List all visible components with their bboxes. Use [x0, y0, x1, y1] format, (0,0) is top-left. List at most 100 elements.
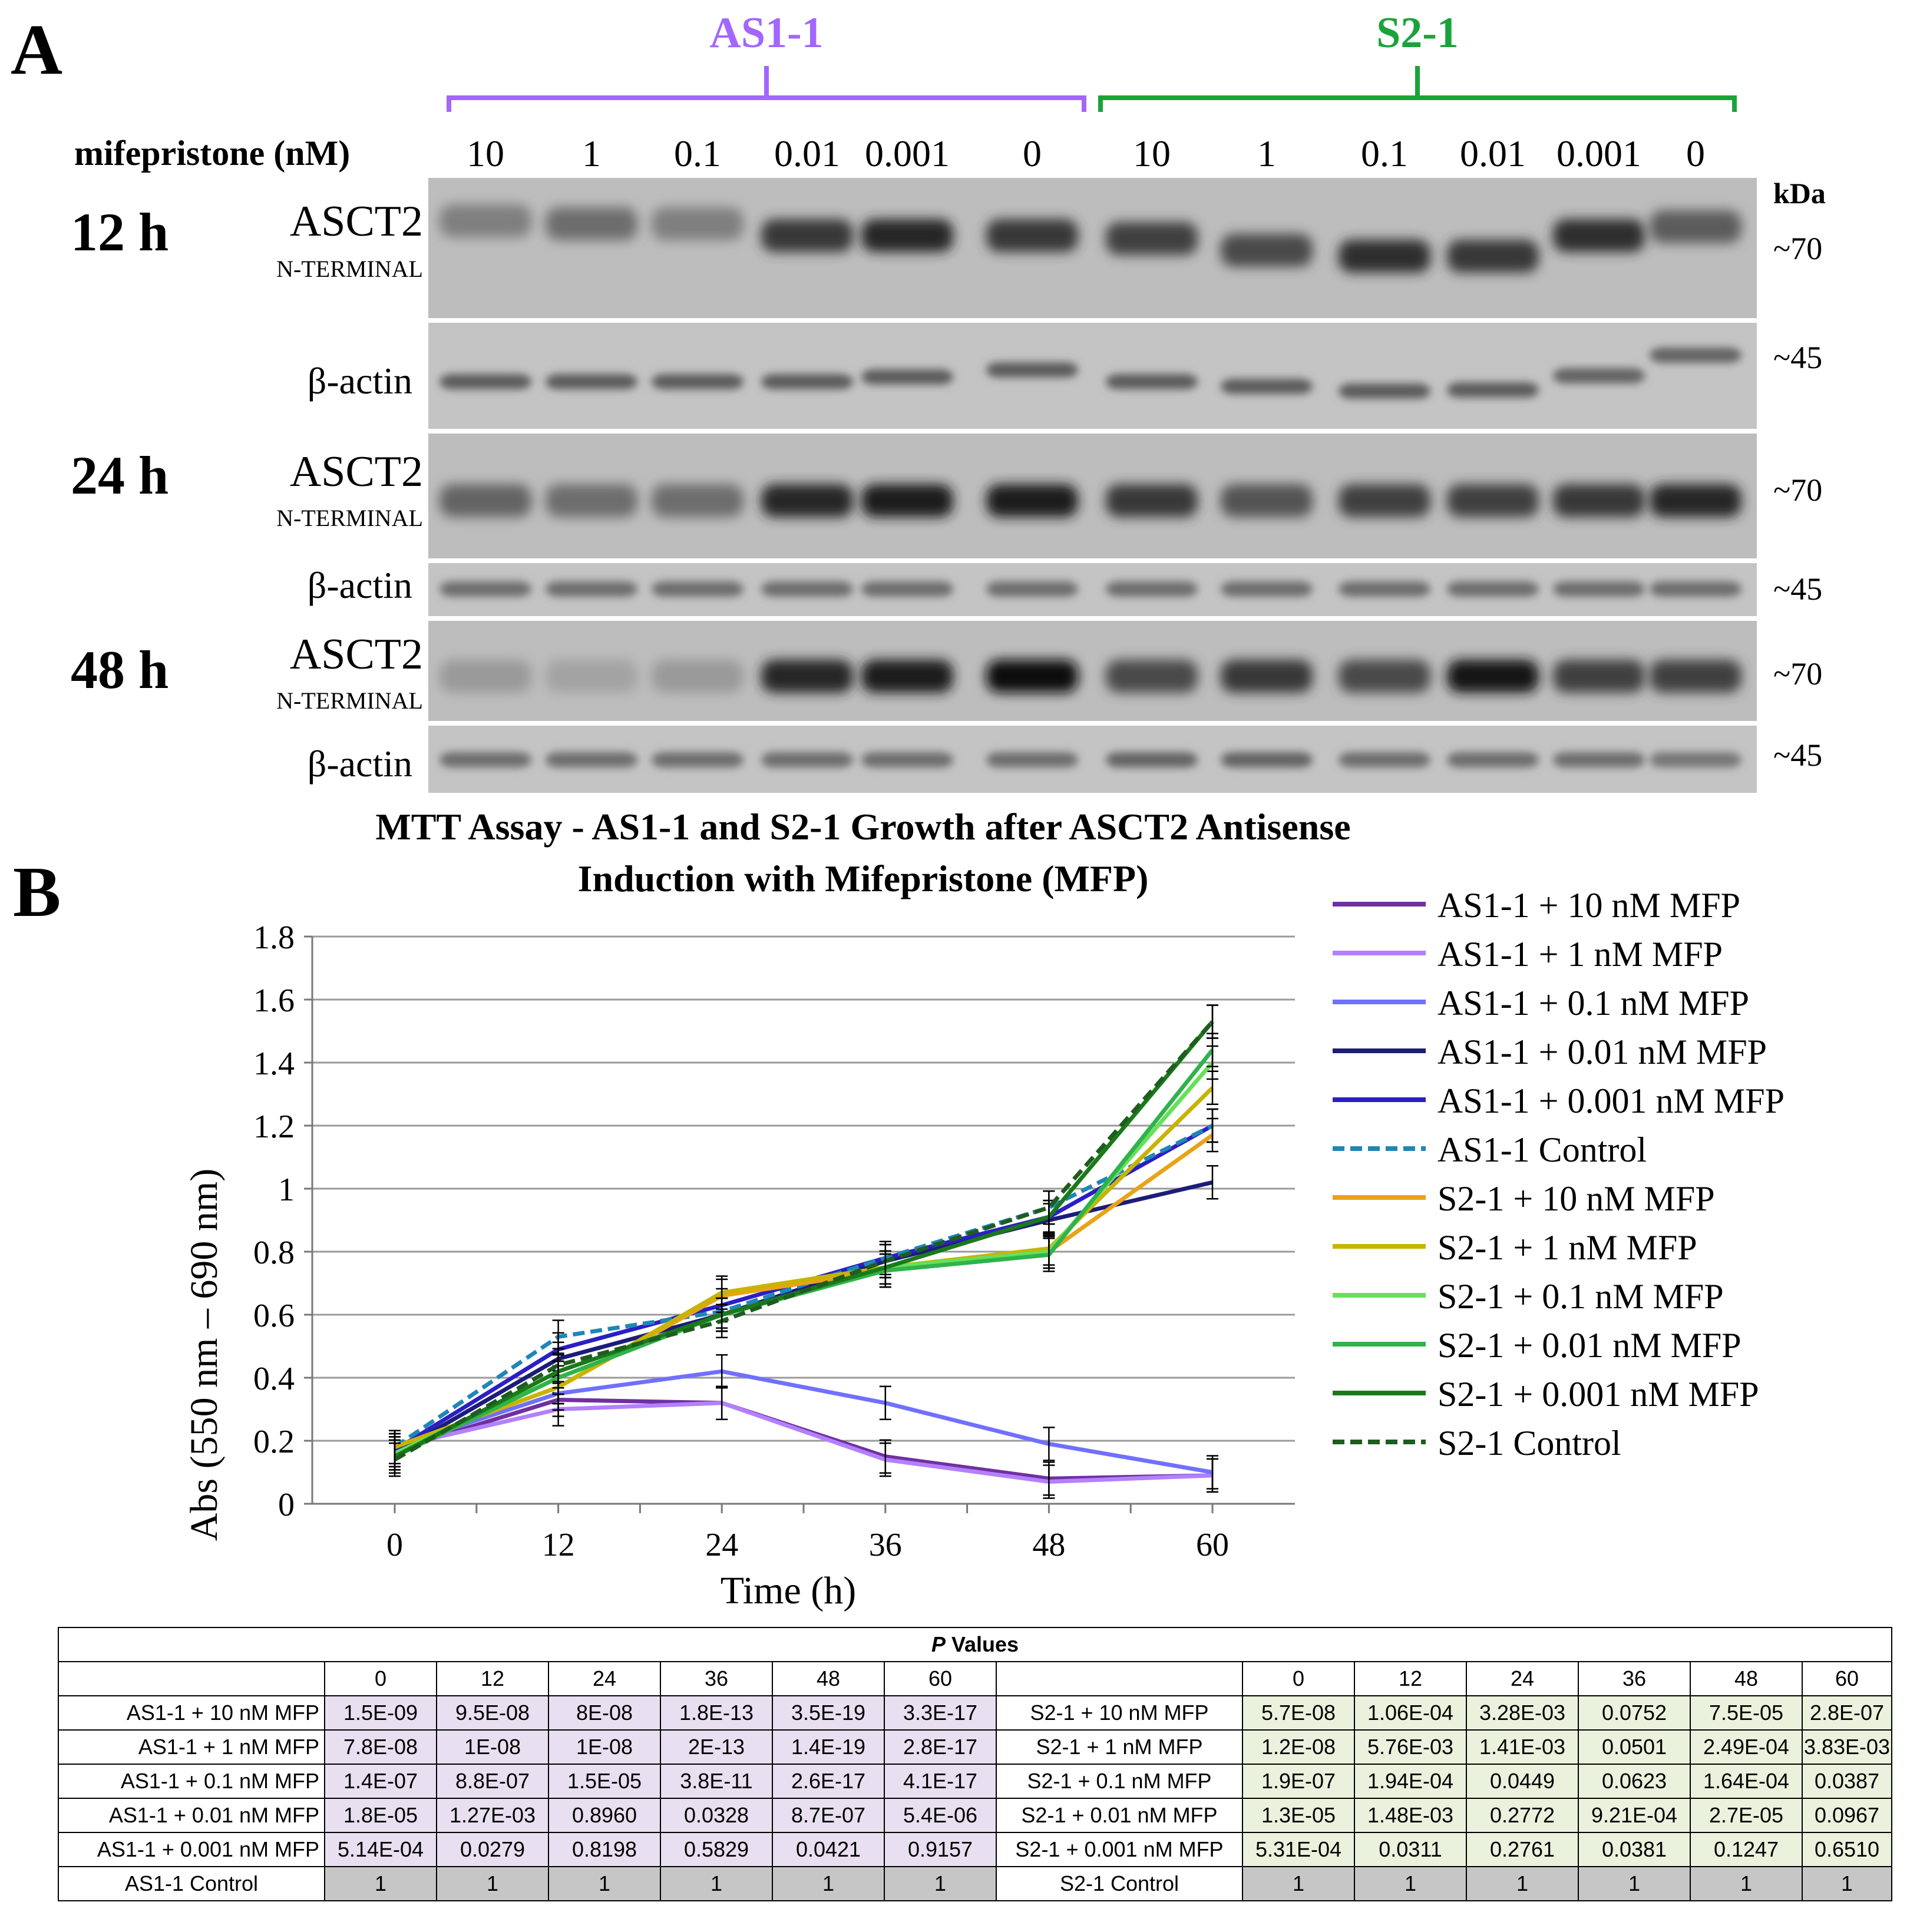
blot-band: [1106, 484, 1198, 517]
error-bar: [1043, 1427, 1055, 1461]
blot-band: [1447, 660, 1539, 693]
actin-label-48h: β-actin: [308, 743, 412, 785]
blot-band: [1339, 240, 1430, 273]
blot-band: [861, 219, 953, 252]
blot-band: [761, 484, 853, 517]
blot-band: [761, 219, 853, 252]
p-value-cell: 1: [772, 1866, 885, 1901]
chart-title-line1: MTT Assay - AS1-1 and S2-1 Growth after …: [375, 807, 1350, 848]
legend-label: S2-1 + 0.01 nM MFP: [1437, 1326, 1741, 1365]
p-value-cell: 0.2761: [1466, 1832, 1579, 1867]
concentration-label: 0: [1023, 133, 1042, 174]
mw-marker-70-24h: ~70: [1773, 472, 1822, 508]
blot-band: [1553, 368, 1645, 383]
p-value-cell: 1E-08: [548, 1729, 661, 1765]
blot-band: [861, 581, 953, 597]
p-value-cell: 7.8E-08: [324, 1729, 437, 1765]
row-label-as1-1: AS1-1 + 1 nM MFP: [58, 1729, 325, 1765]
blot-band: [1650, 660, 1741, 693]
concentration-label: 0.1: [1361, 133, 1408, 174]
legend-label: AS1-1 + 0.001 nM MFP: [1437, 1081, 1784, 1120]
p-value-cell: 2E-13: [660, 1729, 773, 1765]
p-value-cell: 1: [1466, 1866, 1579, 1901]
header-empty-cell: [996, 1661, 1243, 1696]
x-tick-label: 24: [705, 1527, 738, 1563]
asct2-label-24h: ASCT2: [290, 448, 423, 496]
x-tick-label: 48: [1032, 1527, 1065, 1563]
blot-band: [986, 484, 1078, 517]
blot-band: [546, 207, 637, 240]
group-bracket-s2-1: S2-1: [1098, 9, 1737, 112]
chart-title-line2: Induction with Mifepristone (MFP): [578, 858, 1149, 899]
header-time-cell: 24: [548, 1661, 661, 1696]
error-bar: [1207, 1004, 1218, 1039]
timepoint-24h: 24 h: [71, 445, 168, 505]
legend-item: AS1-1 + 0.01 nM MFP: [1333, 1033, 1767, 1071]
blot-band: [1106, 581, 1198, 597]
p-value-cell: 1: [1690, 1866, 1803, 1901]
y-tick-label: 0.8: [253, 1235, 295, 1271]
concentration-label: 1: [1257, 133, 1276, 174]
blot-band: [761, 581, 853, 597]
header-time-cell: 12: [1354, 1661, 1467, 1696]
actin-label-12h: β-actin: [308, 360, 412, 402]
p-value-cell: 3.8E-11: [660, 1764, 773, 1799]
p-value-cell: 9.5E-08: [436, 1695, 549, 1731]
p-value-cell: 1.5E-05: [548, 1764, 661, 1799]
y-tick-label: 1.8: [253, 919, 295, 956]
legend-item: S2-1 + 1 nM MFP: [1333, 1228, 1697, 1267]
p-value-cell: 0.9157: [884, 1832, 997, 1867]
header-time-cell: 0: [324, 1661, 437, 1696]
table-row: AS1-1 + 1 nM MFP 7.8E-08 1E-08 1E-08 2E-13 1.…: [58, 1729, 1893, 1765]
blot-band: [652, 752, 743, 767]
error-bar: [389, 1442, 401, 1477]
asct2-sublabel-24h: N-TERMINAL: [276, 505, 423, 531]
mw-marker-45-12h: ~45: [1773, 340, 1822, 375]
blot-band: [1447, 581, 1539, 597]
blot-band: [861, 484, 953, 517]
p-value-cell: 1: [1242, 1866, 1355, 1901]
blot-band: [1650, 581, 1741, 597]
blot-band: [546, 374, 637, 389]
blot-band: [761, 374, 853, 389]
legend-item: S2-1 + 10 nM MFP: [1333, 1179, 1715, 1218]
p-value-cell: 1.2E-08: [1242, 1729, 1355, 1765]
row-label-s2-1: S2-1 + 10 nM MFP: [996, 1695, 1243, 1731]
blot-band: [1106, 374, 1198, 389]
p-value-cell: 0.0449: [1466, 1764, 1579, 1799]
blot-band: [861, 369, 953, 385]
asct2-blot-strip: [428, 621, 1757, 721]
p-value-cell: 1.06E-04: [1354, 1695, 1467, 1731]
blot-band: [1339, 581, 1430, 597]
error-bar: [1207, 1455, 1218, 1490]
concentration-axis-label: mifepristone (nM): [74, 134, 350, 173]
series-line: [394, 1020, 1214, 1458]
p-value-cell: 5.14E-04: [324, 1832, 437, 1867]
p-value-cell: 0.0387: [1801, 1764, 1893, 1799]
p-value-cell: 0.1247: [1690, 1832, 1803, 1867]
group-bracket-as1-1: AS1-1: [447, 9, 1086, 112]
legend-label: AS1-1 Control: [1437, 1130, 1647, 1169]
blot-strips: [428, 178, 1757, 793]
blot-band: [1339, 752, 1430, 767]
header-time-cell: 48: [1690, 1661, 1803, 1696]
panel-a-western-blot: A AS1-1 S2-1 mifepristone (nM) 10 1 0.1 0.0…: [11, 9, 1826, 793]
x-tick-label: 0: [386, 1527, 403, 1563]
series-as1-1-0-01-nm-mfp: [389, 1165, 1218, 1471]
blot-band: [1221, 660, 1313, 693]
p-value-cell: 5.7E-08: [1242, 1695, 1355, 1731]
asct2-label-48h: ASCT2: [290, 630, 423, 679]
blot-band: [1221, 234, 1313, 267]
row-label-as1-1-control: AS1-1 Control: [58, 1866, 325, 1901]
p-values-table: P Values 0 12 24 36 48 60 0 12 24 36 48 60 AS1-1 + 10…: [57, 1627, 1893, 1901]
error-bar: [1043, 1464, 1055, 1499]
p-value-cell: 1E-08: [436, 1729, 549, 1765]
error-bar: [1043, 1238, 1055, 1272]
header-time-cell: 48: [772, 1661, 885, 1696]
asct2-sublabel-12h: N-TERMINAL: [276, 256, 423, 282]
y-tick-label: 0.2: [253, 1424, 295, 1460]
p-value-cell: 5.4E-06: [884, 1798, 997, 1833]
p-value-cell: 1.3E-05: [1242, 1798, 1355, 1833]
p-value-cell: 2.8E-17: [884, 1729, 997, 1765]
blot-band: [1339, 484, 1430, 517]
